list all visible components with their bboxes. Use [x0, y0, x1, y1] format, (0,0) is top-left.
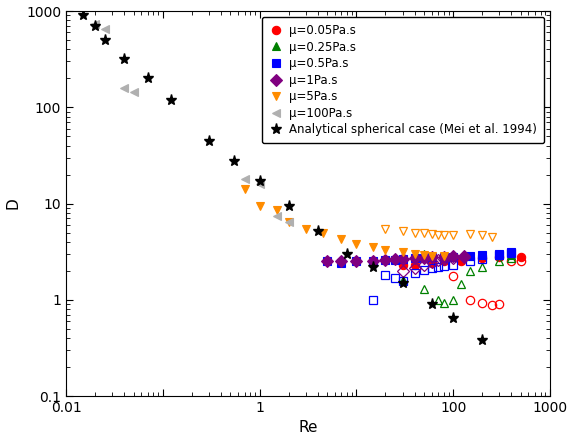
μ=0.05Pa.s [496, 254, 503, 259]
μ=0.5Pa.s [338, 261, 345, 266]
μ=0.05Pa.s [517, 254, 524, 259]
Analytical spherical case (Mei et al. 1994) [121, 56, 128, 61]
μ=100Pa.s [101, 26, 108, 32]
μ=100Pa.s [285, 219, 292, 224]
Analytical spherical case (Mei et al. 1994) [167, 97, 174, 102]
μ=5Pa.s [241, 187, 248, 192]
Line: μ=100Pa.s: μ=100Pa.s [91, 19, 293, 226]
μ=1Pa.s [324, 258, 331, 263]
Analytical spherical case (Mei et al. 1994) [450, 315, 457, 321]
μ=5Pa.s [421, 253, 427, 258]
μ=0.05Pa.s [411, 262, 418, 268]
μ=0.05Pa.s [479, 256, 486, 261]
μ=5Pa.s [273, 208, 280, 213]
Analytical spherical case (Mei et al. 1994) [479, 337, 486, 343]
X-axis label: Re: Re [298, 420, 318, 435]
Analytical spherical case (Mei et al. 1994) [344, 251, 351, 257]
μ=0.5Pa.s [382, 257, 389, 262]
μ=0.25Pa.s [450, 254, 457, 259]
μ=0.5Pa.s [440, 254, 447, 259]
μ=1Pa.s [428, 254, 435, 259]
μ=0.25Pa.s [421, 251, 427, 257]
μ=0.5Pa.s [508, 250, 515, 255]
μ=100Pa.s [92, 21, 99, 26]
μ=0.5Pa.s [496, 251, 503, 257]
μ=0.25Pa.s [467, 254, 474, 259]
μ=5Pa.s [399, 250, 406, 255]
μ=0.05Pa.s [457, 259, 464, 264]
μ=0.25Pa.s [479, 253, 486, 258]
μ=0.25Pa.s [508, 252, 515, 257]
Analytical spherical case (Mei et al. 1994) [231, 158, 238, 163]
μ=5Pa.s [319, 231, 326, 236]
Line: μ=0.05Pa.s: μ=0.05Pa.s [398, 253, 525, 269]
μ=0.5Pa.s [428, 254, 435, 259]
μ=0.5Pa.s [411, 256, 418, 261]
μ=5Pa.s [440, 254, 447, 259]
μ=5Pa.s [353, 241, 360, 247]
Analytical spherical case (Mei et al. 1994) [428, 302, 435, 307]
μ=1Pa.s [391, 256, 398, 262]
Analytical spherical case (Mei et al. 1994) [92, 23, 99, 29]
μ=1Pa.s [440, 254, 447, 259]
Analytical spherical case (Mei et al. 1994) [315, 228, 321, 234]
μ=0.25Pa.s [496, 253, 503, 258]
Y-axis label: D: D [6, 198, 21, 209]
μ=0.5Pa.s [450, 254, 457, 259]
μ=1Pa.s [338, 259, 345, 264]
μ=5Pa.s [256, 203, 263, 208]
Analytical spherical case (Mei et al. 1994) [256, 179, 263, 184]
μ=1Pa.s [421, 255, 427, 260]
μ=5Pa.s [285, 219, 292, 224]
μ=5Pa.s [411, 251, 418, 257]
μ=0.05Pa.s [440, 259, 447, 264]
μ=1Pa.s [411, 256, 418, 261]
μ=0.05Pa.s [399, 262, 406, 268]
μ=0.25Pa.s [440, 254, 447, 259]
Legend: μ=0.05Pa.s, μ=0.25Pa.s, μ=0.5Pa.s, μ=1Pa.s, μ=5Pa.s, μ=100Pa.s, Analytical spher: μ=0.05Pa.s, μ=0.25Pa.s, μ=0.5Pa.s, μ=1Pa… [262, 17, 544, 143]
Analytical spherical case (Mei et al. 1994) [399, 280, 406, 285]
Analytical spherical case (Mei et al. 1994) [80, 13, 87, 18]
μ=0.5Pa.s [479, 253, 486, 258]
μ=1Pa.s [461, 254, 468, 259]
μ=1Pa.s [353, 259, 360, 264]
μ=1Pa.s [370, 258, 377, 263]
Line: μ=0.25Pa.s: μ=0.25Pa.s [420, 250, 516, 261]
μ=1Pa.s [399, 256, 406, 262]
Analytical spherical case (Mei et al. 1994) [101, 37, 108, 43]
μ=0.5Pa.s [399, 256, 406, 262]
μ=0.5Pa.s [421, 255, 427, 260]
Analytical spherical case (Mei et al. 1994) [206, 138, 213, 143]
μ=5Pa.s [428, 254, 435, 259]
μ=5Pa.s [303, 226, 309, 231]
μ=0.5Pa.s [391, 257, 398, 262]
Line: Analytical spherical case (Mei et al. 1994): Analytical spherical case (Mei et al. 19… [77, 10, 488, 346]
Analytical spherical case (Mei et al. 1994) [370, 264, 377, 269]
μ=5Pa.s [370, 245, 377, 250]
μ=100Pa.s [256, 181, 263, 187]
μ=0.5Pa.s [467, 254, 474, 259]
μ=5Pa.s [382, 247, 389, 253]
Analytical spherical case (Mei et al. 1994) [285, 203, 292, 208]
Line: μ=0.5Pa.s: μ=0.5Pa.s [323, 248, 516, 267]
μ=100Pa.s [273, 213, 280, 218]
μ=1Pa.s [382, 257, 389, 262]
μ=100Pa.s [241, 176, 248, 182]
Line: μ=1Pa.s: μ=1Pa.s [323, 252, 468, 265]
μ=100Pa.s [121, 85, 128, 90]
μ=5Pa.s [338, 236, 345, 242]
μ=0.5Pa.s [353, 259, 360, 264]
μ=0.05Pa.s [428, 261, 435, 266]
μ=0.5Pa.s [370, 258, 377, 263]
μ=0.5Pa.s [324, 259, 331, 264]
μ=1Pa.s [450, 254, 457, 259]
Analytical spherical case (Mei et al. 1994) [144, 76, 151, 81]
μ=100Pa.s [130, 89, 137, 94]
Line: μ=5Pa.s: μ=5Pa.s [241, 185, 448, 260]
